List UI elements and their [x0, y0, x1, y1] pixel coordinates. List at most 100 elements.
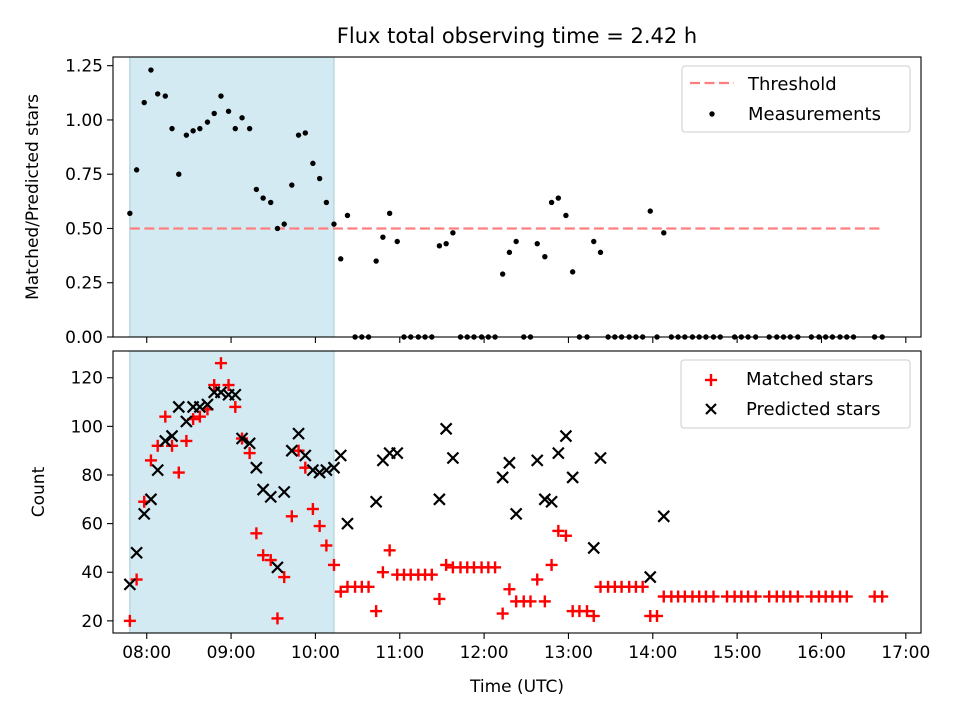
- measurement-point: [647, 208, 653, 214]
- measurement-point: [274, 225, 281, 232]
- matched-star-point: [144, 454, 157, 467]
- predicted-star-point: [285, 444, 299, 457]
- matched-star-point: [587, 609, 600, 622]
- predicted-star-point: [341, 517, 354, 530]
- predicted-star-point: [433, 493, 446, 506]
- matched-star-point: [376, 566, 389, 579]
- measurement-point: [176, 171, 182, 177]
- predicted-star-stroke-b: [159, 434, 172, 448]
- matched-star-point: [243, 447, 256, 460]
- matched-star-point: [327, 558, 340, 571]
- predicted-star-stroke-b: [327, 461, 341, 474]
- predicted-star-stroke-b: [229, 388, 242, 402]
- predicted-star-stroke-b: [250, 461, 263, 474]
- matched-star-point: [172, 466, 185, 479]
- predicted-star-point: [193, 400, 207, 414]
- predicted-star-stroke-b: [292, 427, 305, 440]
- matched-star-point: [334, 585, 347, 598]
- predicted-star-point: [151, 463, 164, 477]
- measurement-point: [380, 234, 386, 240]
- xtick-label: 13:00: [544, 643, 593, 663]
- measurement-point: [542, 253, 548, 260]
- matched-star-point: [531, 573, 544, 586]
- bottom-legend-box: [680, 359, 911, 429]
- matched-star-point: [229, 400, 242, 413]
- xtick-label: 12:00: [460, 643, 509, 663]
- matched-star-point: [306, 503, 319, 516]
- matched-star-point: [749, 590, 762, 603]
- predicted-star-stroke-b: [594, 451, 607, 465]
- legend-threshold-label: Threshold: [747, 74, 837, 95]
- predicted-star-point: [545, 495, 558, 509]
- predicted-star-stroke-b: [341, 517, 354, 530]
- measurement-point: [331, 221, 337, 227]
- matched-star-point: [320, 539, 333, 552]
- matched-star-point: [292, 444, 305, 457]
- predicted-star-point: [306, 463, 320, 477]
- predicted-star-point: [320, 463, 333, 477]
- predicted-star-point: [130, 546, 143, 560]
- predicted-star-point: [235, 432, 249, 445]
- measurement-point: [127, 210, 133, 216]
- predicted-star-stroke-b: [137, 507, 151, 521]
- measurement-point: [155, 91, 161, 97]
- predicted-star-stroke-b: [509, 507, 523, 521]
- top-ytick-label: 1.25: [65, 57, 103, 77]
- bottom-y-axis: 20 40 60 80 100 120: [71, 369, 113, 632]
- matched-star-point: [545, 558, 558, 571]
- measurement-point: [204, 119, 211, 125]
- predicted-star-stroke-b: [552, 446, 565, 460]
- matched-star-point: [440, 558, 453, 571]
- measurement-point: [133, 167, 140, 173]
- measurement-point: [169, 125, 175, 132]
- measurement-point: [316, 175, 323, 182]
- top-ytick-label: 0.25: [65, 274, 103, 294]
- matched-star-point: [433, 592, 446, 605]
- legend-matched-label: Matched stars: [746, 369, 873, 390]
- measurement-point: [323, 199, 330, 206]
- predicted-star-point: [496, 471, 509, 484]
- predicted-star-point: [369, 495, 383, 509]
- predicted-star-stroke-b: [243, 437, 256, 450]
- bottom-ytick-label: 20: [81, 612, 103, 632]
- predicted-star-point: [264, 490, 277, 504]
- matched-stars-series: [123, 357, 889, 627]
- predicted-star-stroke-b: [587, 541, 601, 555]
- bottom-y-axis-label: Count: [29, 466, 49, 517]
- predicted-star-stroke-b: [123, 578, 137, 591]
- top-ytick-label: 0.00: [65, 328, 103, 348]
- predicted-star-point: [137, 507, 151, 521]
- xtick-label: 17:00: [881, 643, 930, 663]
- predicted-star-point: [530, 454, 544, 467]
- measurement-point: [534, 240, 540, 247]
- predicted-star-stroke-b: [180, 415, 193, 428]
- bottom-ytick-label: 120: [71, 369, 103, 389]
- legend-matched-swatch: [705, 374, 717, 386]
- top-axes-frame: [112, 56, 922, 338]
- matched-star-point: [257, 549, 270, 562]
- bottom-legend: Matched stars Predicted stars: [680, 359, 911, 429]
- predicted-star-point: [123, 578, 137, 591]
- predicted-star-point: [201, 398, 214, 411]
- matched-star-point: [791, 590, 804, 603]
- top-x-ticks: [146, 337, 907, 343]
- matched-star-point: [425, 568, 438, 581]
- predicted-star-stroke-b: [193, 400, 207, 414]
- predicted-star-stroke-b: [390, 446, 404, 460]
- measurement-point: [394, 238, 400, 245]
- predicted-star-point: [552, 446, 565, 460]
- predicted-star-stroke-b: [201, 398, 214, 411]
- predicted-star-stroke-b: [369, 495, 383, 509]
- measurement-point: [555, 195, 562, 201]
- predicted-star-point: [446, 451, 460, 465]
- predicted-star-point: [214, 386, 228, 399]
- predicted-star-stroke-b: [299, 449, 312, 462]
- predicted-star-stroke-b: [264, 490, 277, 504]
- matched-star-point: [489, 561, 502, 574]
- predicted-star-stroke-b: [130, 546, 143, 560]
- matched-star-point: [524, 595, 537, 608]
- matched-star-point: [636, 580, 649, 593]
- top-y-axis: 0.00 0.25 0.50 0.75 1.00 1.25: [65, 57, 113, 348]
- matched-star-point: [651, 609, 664, 622]
- top-ytick-label: 1.00: [65, 111, 103, 131]
